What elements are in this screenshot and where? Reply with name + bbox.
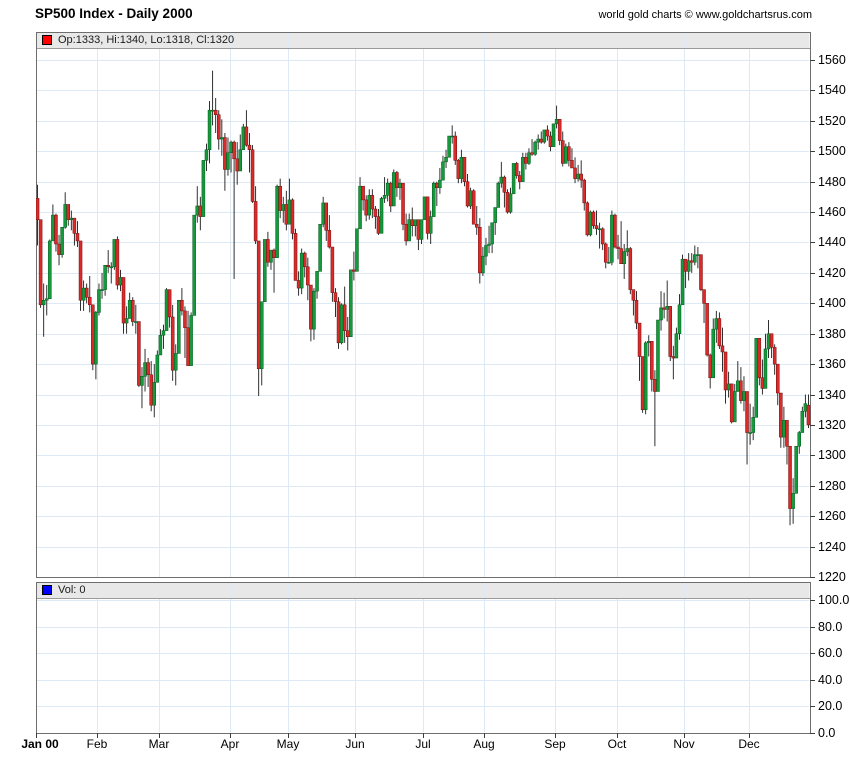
- x-axis-label: Nov: [673, 737, 695, 751]
- price-y-axis-tick-label: 1500: [818, 144, 846, 158]
- price-y-axis-tick: [810, 395, 815, 396]
- price-y-axis-tick: [810, 242, 815, 243]
- x-axis-label: Jul: [415, 737, 431, 751]
- price-y-axis-tick-label: 1420: [818, 266, 846, 280]
- volume-y-axis-tick-label: 0.0: [818, 726, 836, 740]
- price-y-axis-tick: [810, 182, 815, 183]
- volume-y-axis-tick-label: 20.0: [818, 699, 843, 713]
- x-axis-tick: [555, 733, 556, 738]
- price-y-axis-tick-label: 1520: [818, 114, 846, 128]
- volume-y-axis-tick: [810, 627, 815, 628]
- x-axis-tick: [97, 733, 98, 738]
- volume-y-axis-tick: [810, 733, 815, 734]
- x-axis-tick: [749, 733, 750, 738]
- price-y-axis-tick: [810, 425, 815, 426]
- x-axis-label: Jun: [345, 737, 365, 751]
- price-y-axis-tick: [810, 273, 815, 274]
- credit-text: world gold charts © www.goldchartsrus.co…: [598, 9, 812, 21]
- price-y-axis-tick-label: 1280: [818, 479, 846, 493]
- price-y-axis-tick-label: 1540: [818, 83, 846, 97]
- x-axis-tick: [159, 733, 160, 738]
- price-y-axis-tick-label: 1460: [818, 205, 846, 219]
- x-axis-tick: [684, 733, 685, 738]
- price-y-axis-tick-label: 1380: [818, 327, 846, 341]
- x-axis-tick: [484, 733, 485, 738]
- price-y-axis-tick-label: 1480: [818, 175, 846, 189]
- price-y-axis-tick: [810, 303, 815, 304]
- x-axis-tick: [423, 733, 424, 738]
- price-chart: [36, 32, 811, 578]
- x-axis-label: Sep: [544, 737, 566, 751]
- x-axis-tick: [355, 733, 356, 738]
- x-axis-label: Aug: [473, 737, 495, 751]
- price-y-axis-tick-label: 1360: [818, 357, 846, 371]
- price-y-axis-tick: [810, 547, 815, 548]
- page-title: SP500 Index - Daily 2000: [35, 6, 193, 21]
- price-y-axis-tick-label: 1340: [818, 388, 846, 402]
- volume-y-axis-tick-label: 100.0: [818, 593, 850, 607]
- x-axis-tick: [36, 733, 37, 738]
- price-y-axis-tick-label: 1400: [818, 296, 846, 310]
- price-y-axis-tick-label: 1440: [818, 235, 846, 249]
- volume-y-axis-tick: [810, 653, 815, 654]
- price-y-axis-tick: [810, 516, 815, 517]
- volume-y-axis-tick-label: 80.0: [818, 620, 843, 634]
- x-axis-label: May: [276, 737, 300, 751]
- volume-y-axis-tick-label: 60.0: [818, 646, 843, 660]
- x-axis-label: Apr: [220, 737, 240, 751]
- x-axis-label: Mar: [148, 737, 170, 751]
- price-y-axis-tick: [810, 577, 815, 578]
- price-y-axis-tick-label: 1320: [818, 418, 846, 432]
- price-y-axis-tick: [810, 486, 815, 487]
- price-y-axis-tick-label: 1300: [818, 448, 846, 462]
- price-y-axis-tick: [810, 364, 815, 365]
- price-y-axis-tick: [810, 151, 815, 152]
- x-axis-tick: [617, 733, 618, 738]
- x-axis-label: Dec: [738, 737, 760, 751]
- price-y-axis-tick: [810, 60, 815, 61]
- volume-chart: [36, 582, 811, 734]
- x-axis-label: Oct: [607, 737, 627, 751]
- price-y-axis-tick-label: 1260: [818, 509, 846, 523]
- volume-y-axis-tick: [810, 706, 815, 707]
- x-axis-tick: [288, 733, 289, 738]
- price-y-axis-tick: [810, 334, 815, 335]
- volume-y-axis-tick: [810, 680, 815, 681]
- price-y-axis-tick-label: 1220: [818, 570, 846, 584]
- price-y-axis-tick-label: 1240: [818, 540, 846, 554]
- price-y-axis-tick: [810, 121, 815, 122]
- x-axis-label: Feb: [86, 737, 108, 751]
- price-y-axis-tick: [810, 90, 815, 91]
- volume-y-axis-tick: [810, 600, 815, 601]
- volume-y-axis-tick-label: 40.0: [818, 673, 843, 687]
- x-axis-label: Jan 00: [21, 737, 59, 751]
- price-y-axis-tick-label: 1560: [818, 53, 846, 67]
- price-y-axis-tick: [810, 212, 815, 213]
- price-y-axis-tick: [810, 455, 815, 456]
- x-axis-tick: [230, 733, 231, 738]
